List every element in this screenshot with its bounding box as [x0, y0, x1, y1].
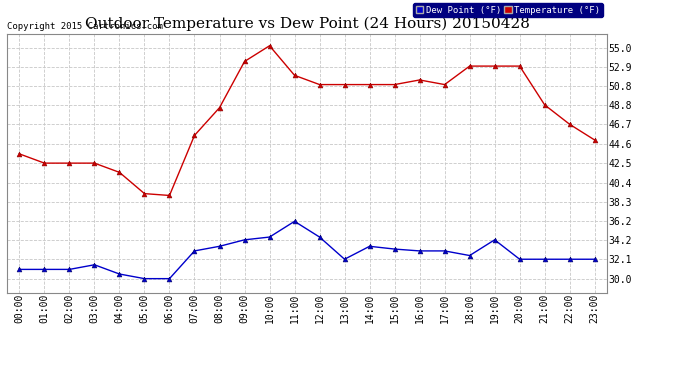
Text: Copyright 2015 Cartronics.com: Copyright 2015 Cartronics.com — [7, 22, 163, 31]
Legend: Dew Point (°F), Temperature (°F): Dew Point (°F), Temperature (°F) — [413, 3, 602, 17]
Title: Outdoor Temperature vs Dew Point (24 Hours) 20150428: Outdoor Temperature vs Dew Point (24 Hou… — [85, 17, 529, 31]
